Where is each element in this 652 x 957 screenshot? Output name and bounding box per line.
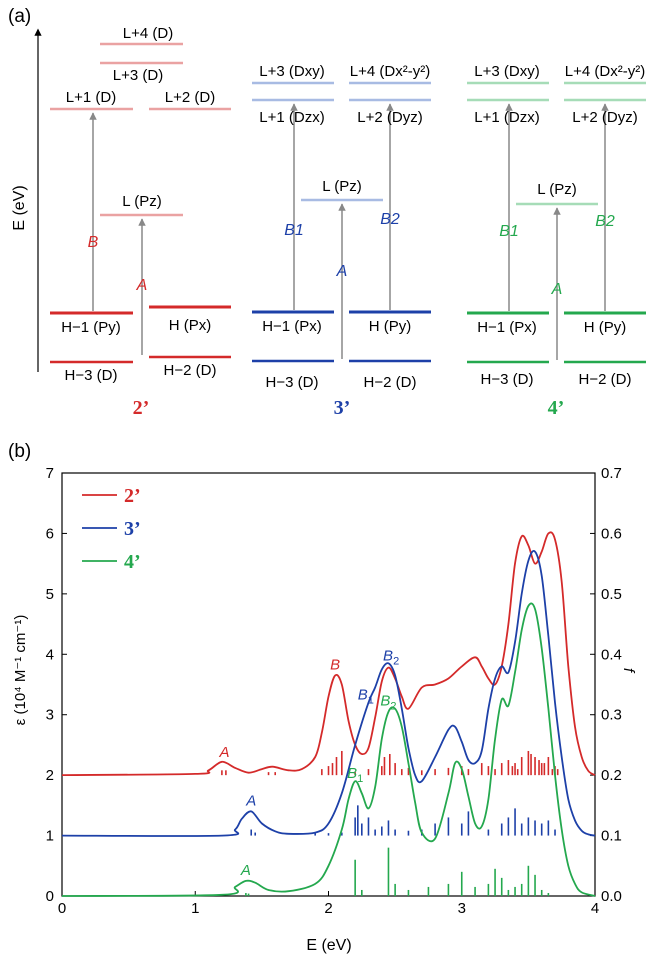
level-3-lp4-label: L+4 (Dx²-y²) (350, 63, 430, 80)
peak-annotation-5: A (240, 862, 251, 879)
y2-tick-label-1: 0.1 (601, 828, 622, 845)
level-2-hm3-label: H−3 (D) (65, 367, 118, 384)
y2-axis-title: f (620, 668, 637, 674)
legend-label-1: 3’ (124, 518, 141, 540)
peak-annotation-2: A (245, 792, 256, 809)
level-2-l-label: L (Pz) (122, 193, 161, 210)
level-3-hm3-label: H−3 (D) (266, 374, 319, 391)
y2-tick-label-3: 0.3 (601, 707, 622, 724)
x-tick-label-4: 4 (591, 900, 599, 917)
transition-3-a-label: A (336, 263, 348, 280)
y2-tick-label-6: 0.6 (601, 525, 622, 542)
peak-annotation-0: A (219, 744, 230, 761)
level-4-hm1-label: H−1 (Px) (477, 319, 537, 336)
level-2-lp4-label: L+4 (D) (123, 25, 173, 42)
x-axis-title: E (eV) (306, 937, 351, 954)
level-3-hm1-label: H−1 (Px) (262, 318, 322, 335)
y2-tick-label-4: 0.4 (601, 646, 622, 663)
level-4-lp4-label: L+4 (Dx²-y²) (565, 63, 645, 80)
compound-2-name: 2’ (133, 397, 150, 419)
transition-3-b2-label: B2 (380, 211, 400, 228)
x-tick-label-2: 2 (324, 900, 332, 917)
level-2-hm1-label: H−1 (Py) (61, 319, 121, 336)
compound-4-name: 4’ (548, 397, 565, 419)
y2-tick-label-5: 0.5 (601, 586, 622, 603)
level-3-lp1-label: L+1 (Dzx) (259, 109, 324, 126)
series-line-2 (61, 602, 596, 897)
level-2-lp2-label: L+2 (D) (165, 89, 215, 106)
y-tick-label-0: 0 (46, 888, 54, 905)
y2-tick-label-0: 0.0 (601, 888, 622, 905)
y-tick-label-5: 5 (46, 586, 54, 603)
energy-axis-label: E (eV) (11, 185, 28, 230)
level-3-h-label: H (Py) (369, 318, 412, 335)
panel-a-label: (a) (8, 6, 31, 27)
level-2-h-label: H (Px) (169, 317, 212, 334)
transition-4-b2-label: B2 (595, 213, 615, 230)
y-tick-label-7: 7 (46, 465, 54, 482)
y-tick-label-3: 3 (46, 707, 54, 724)
transition-2-b-label: B (88, 234, 99, 251)
level-4-lp3-label: L+3 (Dxy) (474, 63, 539, 80)
peak-annotation-6: B1 (347, 765, 363, 785)
peak-annotation-7: B2 (380, 693, 396, 713)
level-4-hm2-label: H−2 (D) (579, 371, 632, 388)
level-2-lp1-label: L+1 (D) (66, 89, 116, 106)
y-tick-label-1: 1 (46, 828, 54, 845)
peak-annotation-3: B1 (358, 687, 374, 707)
y2-tick-label-2: 0.2 (601, 767, 622, 784)
y-tick-label-4: 4 (46, 646, 54, 663)
compound-3-diagram: L+3 (Dxy) L+4 (Dx²-y²) L+1 (Dzx) L+2 (Dy… (252, 63, 431, 419)
level-4-l-label: L (Pz) (537, 181, 576, 198)
compound-3-name: 3’ (334, 397, 351, 419)
plot-area: 0 1 2 3 4 0 1 2 3 4 5 6 7 0.0 0.1 0.2 0.3 0.4 0.5 0.6 0.7 A B A… (46, 465, 622, 917)
series-line-0 (61, 531, 596, 776)
compound-2-diagram: L+4 (D) L+3 (D) L+1 (D) L+2 (D) L (Pz) H… (50, 25, 231, 419)
level-4-hm3-label: H−3 (D) (481, 371, 534, 388)
level-4-lp1-label: L+1 (Dzx) (474, 109, 539, 126)
x-tick-label-0: 0 (58, 900, 66, 917)
level-3-lp2-label: L+2 (Dyz) (357, 109, 422, 126)
transition-4-a-label: A (551, 281, 563, 298)
level-2-hm2-label: H−2 (D) (164, 362, 217, 379)
transition-4-b1-label: B1 (499, 223, 519, 240)
legend-label-0: 2’ (124, 485, 141, 507)
y-tick-label-2: 2 (46, 767, 54, 784)
level-4-lp2-label: L+2 (Dyz) (572, 109, 637, 126)
legend-label-2: 4’ (124, 551, 141, 573)
level-3-lp3-label: L+3 (Dxy) (259, 63, 324, 80)
x-tick-label-1: 1 (191, 900, 199, 917)
level-3-l-label: L (Pz) (322, 178, 361, 195)
series-line-1 (61, 550, 596, 837)
panel-b-label: (b) (8, 441, 31, 462)
transition-3-b1-label: B1 (284, 222, 304, 239)
level-4-h-label: H (Py) (584, 319, 627, 336)
y-tick-label-6: 6 (46, 525, 54, 542)
peak-annotation-4: B2 (383, 647, 399, 667)
level-3-hm2-label: H−2 (D) (364, 374, 417, 391)
peak-annotation-1: B (330, 656, 340, 673)
x-tick-label-3: 3 (458, 900, 466, 917)
transition-2-a-label: A (136, 277, 148, 294)
compound-4-diagram: L+3 (Dxy) L+4 (Dx²-y²) L+1 (Dzx) L+2 (Dy… (467, 63, 646, 419)
y2-tick-label-7: 0.7 (601, 465, 622, 482)
panel-b-spectrum-chart: (b) 0 1 2 3 4 0 1 2 3 4 5 6 7 0.0 0.1 0.2 0.3 0.4 0.5 0.6 0.… (8, 441, 637, 954)
y-axis-title: ε (10⁴ M⁻¹ cm⁻¹) (12, 615, 29, 726)
level-2-lp3-label: L+3 (D) (113, 67, 163, 84)
panel-a-energy-diagram: (a) E (eV) L+4 (D) L+3 (D) L+1 (D) L+2 (… (8, 6, 646, 419)
